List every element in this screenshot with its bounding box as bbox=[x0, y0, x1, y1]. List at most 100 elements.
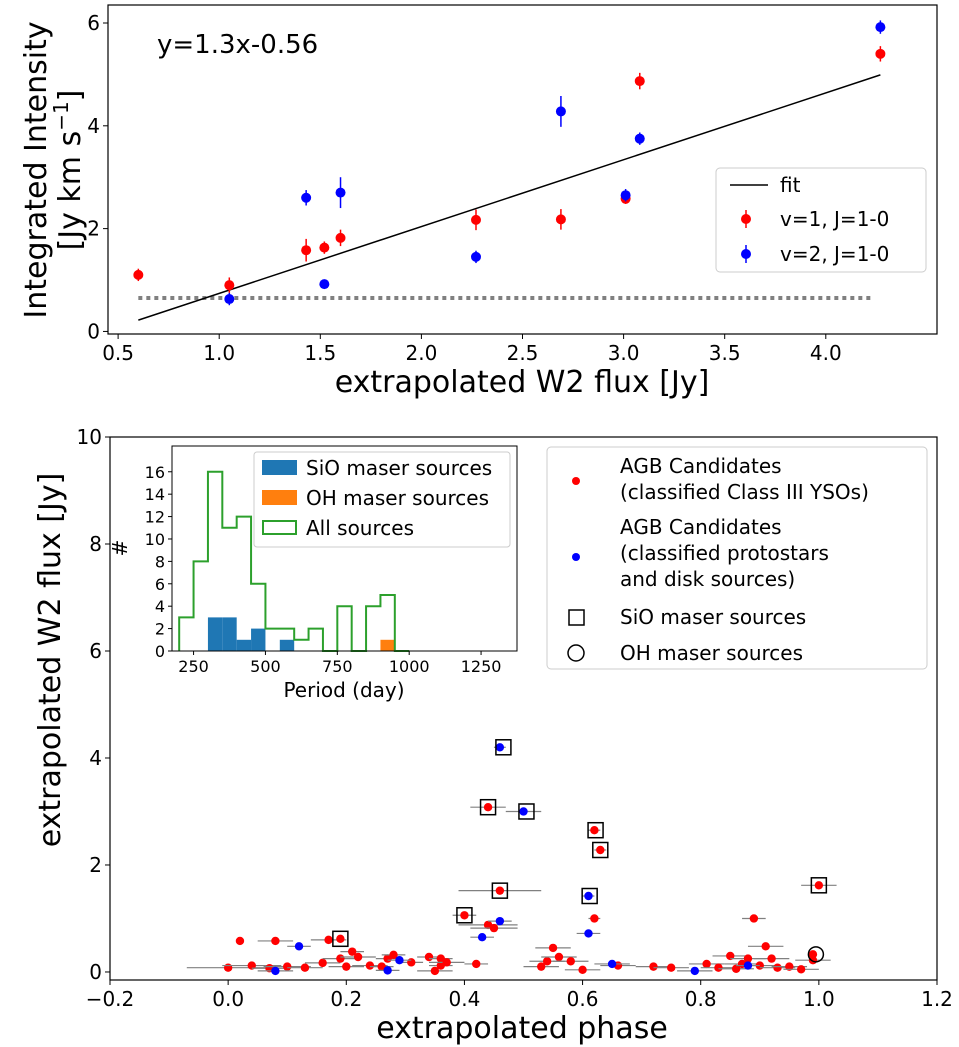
bottom-x-tick-label: 0.8 bbox=[685, 987, 717, 1011]
inset-y-tick-label: 0 bbox=[155, 642, 165, 661]
top-y-axis-label-line2: [Jy km s−1] bbox=[49, 90, 88, 251]
sio-maser-marker bbox=[810, 877, 828, 894]
all-sources-histogram-step bbox=[178, 470, 410, 652]
sio-maser-marker bbox=[479, 798, 497, 816]
class3-point bbox=[489, 923, 499, 933]
inset-y-tick-label: 8 bbox=[155, 552, 165, 571]
top-chart: 0.5 1.0 1.5 2.0 2.5 3.0 3.5 4.0 0 2 4 6 y=1.3x-0.5… bbox=[19, 4, 938, 400]
inset-y-tick-label: 2 bbox=[155, 620, 165, 639]
class3-point bbox=[566, 957, 575, 966]
class3-point bbox=[223, 963, 233, 972]
legend-v1-marker bbox=[741, 214, 751, 224]
v1-point bbox=[133, 269, 144, 280]
top-x-tick-label: 1.5 bbox=[304, 341, 336, 365]
bottom-x-tick-label: 1.0 bbox=[803, 987, 835, 1011]
inset-y-ticks: 0 2 4 6 8 10 12 14 16 bbox=[145, 463, 172, 661]
top-y-ticks: 0 2 4 6 bbox=[87, 11, 108, 343]
class3-point bbox=[537, 962, 546, 971]
bottom-x-ticks: −0.2 0.0 0.2 0.4 0.6 0.8 1.0 1.2 bbox=[86, 980, 953, 1011]
legend-v2-label: v=2, J=1-0 bbox=[780, 242, 889, 266]
sio-maser-marker bbox=[518, 803, 535, 820]
top-x-tick-label: 4.0 bbox=[810, 341, 842, 365]
inset-legend-all-label: All sources bbox=[306, 516, 414, 540]
inset-x-tick-label: 750 bbox=[322, 657, 353, 676]
class3-point bbox=[590, 914, 599, 923]
v1-point bbox=[634, 76, 645, 87]
class3-point bbox=[442, 958, 451, 967]
class3-point bbox=[318, 958, 327, 968]
protostar-point bbox=[395, 956, 404, 965]
class3-point bbox=[702, 959, 711, 969]
inset-legend: SiO maser sources OH maser sources All s… bbox=[253, 451, 511, 548]
top-y-axis-label-line1: Integrated Intensity bbox=[19, 21, 54, 318]
class3-point bbox=[353, 952, 363, 962]
v1-point bbox=[319, 242, 330, 253]
v2-point bbox=[620, 190, 631, 201]
sio-histogram-bar bbox=[251, 628, 266, 651]
inset-y-tick-label: 14 bbox=[145, 485, 165, 504]
sio-maser-marker bbox=[332, 930, 349, 948]
v2-point bbox=[555, 106, 566, 117]
bottom-x-tick-label: −0.2 bbox=[86, 987, 135, 1011]
sio-maser-marker bbox=[491, 882, 509, 899]
inset-x-axis-label: Period (day) bbox=[283, 678, 404, 702]
top-y-tick-label: 6 bbox=[87, 11, 100, 35]
legend-protostar-marker bbox=[572, 553, 580, 561]
legend-protostar-label-line2: (classified protostars bbox=[620, 541, 829, 565]
class3-point bbox=[578, 965, 587, 975]
fit-equation: y=1.3x-0.56 bbox=[157, 30, 318, 60]
class3-point bbox=[324, 935, 333, 945]
bottom-x-tick-label: 0.0 bbox=[212, 987, 244, 1011]
legend-v1-label: v=1, J=1-0 bbox=[780, 207, 889, 231]
class3-point bbox=[731, 964, 741, 973]
sio-maser-marker bbox=[581, 887, 598, 905]
bottom-y-tick-label: 2 bbox=[89, 853, 102, 877]
legend-sio-label: SiO maser sources bbox=[620, 605, 806, 629]
class3-point bbox=[430, 966, 440, 976]
class3-point bbox=[773, 963, 782, 972]
top-plot-area bbox=[133, 20, 886, 321]
legend-oh-label: OH maser sources bbox=[620, 641, 803, 665]
class3-point bbox=[808, 950, 818, 959]
bottom-y-ticks: 0 2 4 6 8 10 bbox=[77, 425, 110, 984]
protostar-point bbox=[607, 959, 617, 969]
v1-point bbox=[555, 214, 566, 225]
top-y-tick-label: 0 bbox=[87, 319, 100, 343]
class3-point bbox=[365, 961, 375, 970]
v2-point bbox=[224, 294, 235, 305]
legend-class3-label-line2: (classified Class III YSOs) bbox=[620, 480, 869, 504]
sio-histogram-bar bbox=[207, 617, 223, 651]
legend-sio-marker bbox=[568, 609, 585, 626]
top-x-ticks: 0.5 1.0 1.5 2.0 2.5 3.0 3.5 4.0 bbox=[102, 334, 842, 365]
bottom-x-tick-label: 0.2 bbox=[330, 987, 362, 1011]
inset-y-tick-label: 16 bbox=[145, 463, 165, 482]
class3-point bbox=[542, 957, 552, 966]
inset-legend-oh-label: OH maser sources bbox=[306, 486, 489, 510]
class3-point bbox=[460, 911, 469, 920]
inset-x-tick-label: 500 bbox=[250, 657, 281, 676]
inset-legend-all-swatch bbox=[262, 520, 297, 535]
sio-histogram-bar bbox=[236, 639, 252, 651]
protostar-point bbox=[690, 966, 700, 976]
class3-point bbox=[300, 963, 310, 972]
protostar-point bbox=[495, 743, 505, 752]
inset-legend-oh-swatch bbox=[262, 490, 297, 505]
class3-point bbox=[743, 954, 753, 963]
inset-y-axis-label: # bbox=[108, 540, 132, 557]
class3-point bbox=[666, 963, 676, 972]
sio-histogram-bar bbox=[222, 617, 237, 651]
v2-point bbox=[634, 133, 645, 144]
oh-maser-marker bbox=[807, 946, 825, 963]
class3-point bbox=[235, 936, 245, 946]
class3-point bbox=[814, 881, 824, 890]
inset-legend-sio-swatch bbox=[262, 460, 297, 475]
v1-point bbox=[470, 214, 481, 225]
bottom-x-tick-label: 1.2 bbox=[921, 987, 953, 1011]
class3-point bbox=[749, 914, 759, 923]
inset-y-tick-label: 4 bbox=[155, 597, 165, 616]
top-y-tick-label: 4 bbox=[87, 114, 100, 138]
class3-point bbox=[548, 943, 558, 953]
v1-point bbox=[875, 48, 886, 59]
class3-point bbox=[424, 952, 434, 962]
